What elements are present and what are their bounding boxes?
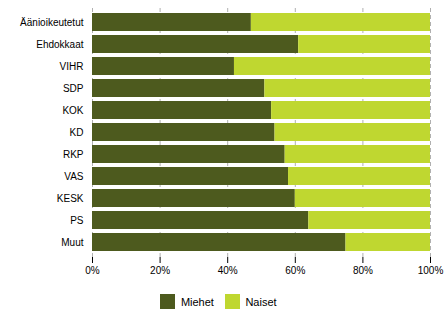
html-text:Miehet: Miehet xyxy=(180,295,214,308)
svg-text:100%: 100% xyxy=(418,265,444,276)
svg-text:60%: 60% xyxy=(285,265,305,276)
svg-text:KOK: KOK xyxy=(62,105,83,116)
svg-text:20%: 20% xyxy=(150,265,170,276)
svg-text:SDP: SDP xyxy=(63,83,84,94)
svg-text:Äänioikeutetut: Äänioikeutetut xyxy=(20,17,84,28)
svg-text:KD: KD xyxy=(70,127,84,138)
svg-text:0%: 0% xyxy=(85,265,100,276)
svg-text:80%: 80% xyxy=(353,265,373,276)
svg-text:VIHR: VIHR xyxy=(60,61,84,72)
html-text:Naiset: Naiset xyxy=(245,295,277,308)
svg-text:PS: PS xyxy=(70,215,84,226)
svg-text:KESK: KESK xyxy=(57,193,84,204)
svg-text:Muut: Muut xyxy=(61,237,83,248)
svg-text:40%: 40% xyxy=(218,265,238,276)
svg-text:VAS: VAS xyxy=(64,171,84,182)
svg-text:RKP: RKP xyxy=(63,149,84,160)
svg-text:Ehdokkaat: Ehdokkaat xyxy=(36,39,83,50)
